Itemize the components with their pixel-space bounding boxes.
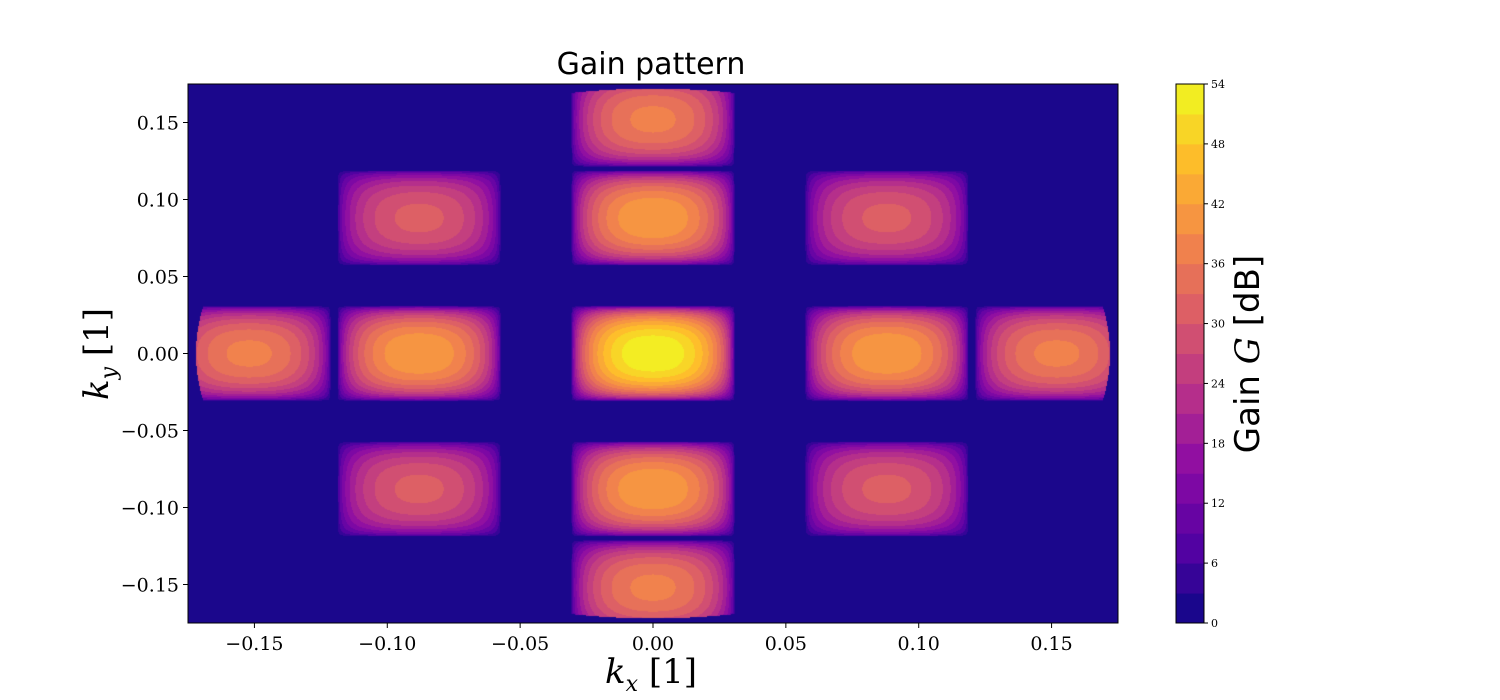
colorbar-label-var: G — [1228, 337, 1268, 364]
x-tick-label: 0.05 — [765, 633, 807, 655]
x-axis-label-unit: [1] — [649, 652, 697, 692]
colorbar-band — [1176, 143, 1204, 175]
colorbar-band — [1176, 203, 1204, 235]
colorbar-band — [1176, 593, 1204, 624]
colorbar-tick-label: 48 — [1211, 138, 1225, 151]
y-tick-label: −0.10 — [121, 498, 179, 520]
x-tick-label: 0.10 — [898, 633, 940, 655]
colorbar-band — [1176, 473, 1204, 504]
y-tick-label: −0.15 — [121, 575, 179, 597]
y-axis-label-unit: [1] — [77, 308, 117, 356]
colorbar-band — [1176, 563, 1204, 594]
x-tick-label: 0.00 — [632, 633, 674, 655]
y-tick-label: 0.00 — [137, 344, 179, 366]
colorbar-band — [1176, 413, 1204, 444]
x-axis-label-var: k — [605, 652, 626, 692]
colorbar-bands — [1176, 84, 1204, 624]
plot-area — [187, 83, 1119, 624]
x-axis-label-sub: x — [626, 672, 639, 697]
colorbar-band — [1176, 443, 1204, 474]
colorbar-band — [1176, 113, 1204, 145]
colorbar-band — [1176, 353, 1204, 384]
colorbar-band — [1176, 263, 1204, 295]
y-tick-label: −0.05 — [121, 421, 179, 443]
colorbar: 0 6 12 18 24 30 36 42 48 54 Gain G [dB] — [1175, 78, 1268, 630]
colorbar-band — [1176, 84, 1204, 115]
y-axis-ticks: 0.15 0.10 0.05 0.00 −0.05 −0.10 −0.15 — [121, 113, 188, 597]
colorbar-band — [1176, 173, 1204, 205]
y-tick-label: 0.15 — [137, 113, 179, 135]
colorbar-tick-label: 6 — [1211, 557, 1218, 570]
x-tick-label: −0.05 — [491, 633, 549, 655]
x-tick-label: 0.15 — [1030, 633, 1072, 655]
y-tick-label: 0.10 — [137, 190, 179, 212]
y-axis-label-sub: y — [97, 366, 122, 380]
colorbar-tick-label: 42 — [1211, 198, 1225, 211]
colorbar-ticks: 0 6 12 18 24 30 36 42 48 54 — [1204, 78, 1225, 630]
y-tick-label: 0.05 — [137, 267, 179, 289]
y-axis-label-var: k — [77, 379, 117, 400]
colorbar-tick-label: 54 — [1211, 78, 1225, 91]
colorbar-tick-label: 24 — [1211, 377, 1225, 390]
colorbar-tick-label: 18 — [1211, 437, 1225, 450]
colorbar-tick-label: 36 — [1211, 258, 1225, 271]
colorbar-band — [1176, 323, 1204, 354]
colorbar-band — [1176, 233, 1204, 265]
colorbar-band — [1176, 533, 1204, 564]
colorbar-band — [1176, 503, 1204, 534]
gain-heatmap — [188, 84, 1118, 623]
colorbar-tick-label: 12 — [1211, 497, 1225, 510]
x-axis-label: kx [1] — [605, 652, 697, 697]
colorbar-tick-label: 30 — [1211, 318, 1225, 331]
colorbar-frame — [1175, 83, 1205, 624]
colorbar-tick-label: 0 — [1211, 617, 1218, 630]
colorbar-band — [1176, 383, 1204, 414]
x-tick-label: −0.10 — [358, 633, 416, 655]
colorbar-band — [1176, 293, 1204, 325]
colorbar-label-unit: [dB] — [1228, 255, 1268, 337]
x-tick-label: −0.15 — [225, 633, 283, 655]
colorbar-label-prefix: Gain — [1228, 364, 1268, 453]
colorbar-label: Gain G [dB] — [1228, 255, 1268, 453]
x-axis-ticks: −0.15 −0.10 −0.05 0.00 0.05 0.10 0.15 — [225, 623, 1073, 655]
y-axis-label: ky [1] — [77, 308, 122, 400]
chart-title: Gain pattern — [557, 47, 746, 82]
